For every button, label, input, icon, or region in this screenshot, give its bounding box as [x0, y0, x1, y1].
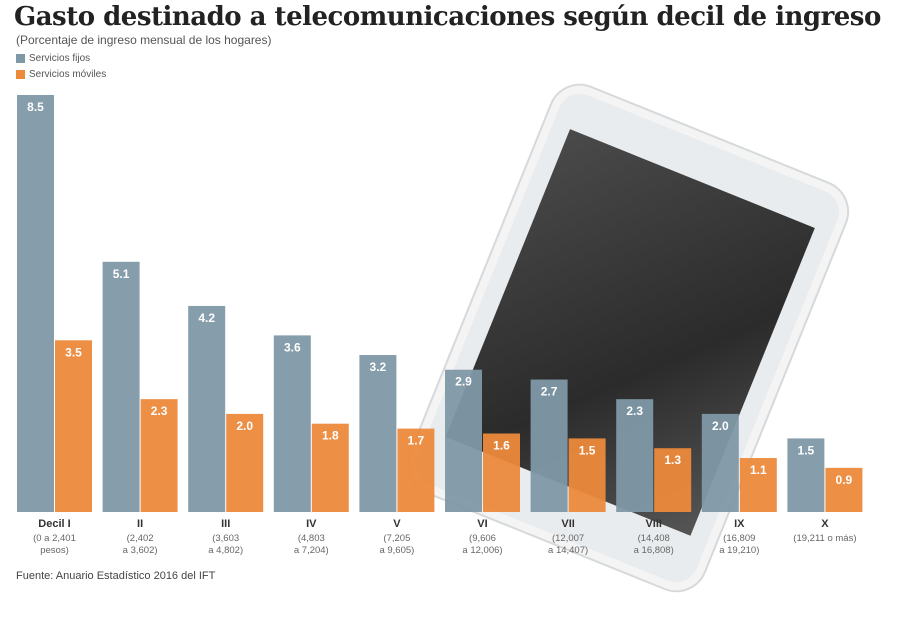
category-label: IX: [734, 518, 745, 530]
bar-fijos: [102, 261, 140, 512]
bar-fijos: [787, 438, 825, 512]
bar-moviles: [226, 413, 264, 512]
category-range-label: (19,211 o más): [793, 533, 856, 544]
data-label: 2.0: [236, 419, 253, 433]
category-range-label: a 4,802): [208, 545, 243, 556]
bar-moviles: [311, 423, 349, 512]
bar-moviles: [739, 458, 777, 512]
bar-fijos: [17, 95, 54, 512]
data-label: 1.5: [798, 443, 815, 457]
category-range-label: (2,402: [127, 533, 154, 544]
category-label: IV: [306, 518, 317, 530]
data-label: 2.0: [712, 419, 729, 433]
chart-subtitle: (Porcentaje de ingreso mensual de los ho…: [16, 33, 272, 47]
category-label: VI: [477, 518, 487, 530]
bar-fijos: [188, 305, 226, 512]
data-label: 1.3: [664, 453, 681, 467]
bar-moviles: [397, 428, 435, 512]
legend-label: Servicios móviles: [29, 69, 107, 80]
category-range-label: (9,606: [469, 533, 496, 544]
legend-swatch-moviles: [16, 70, 25, 79]
data-label: 1.1: [750, 463, 767, 477]
data-label: 1.8: [322, 429, 339, 443]
category-range-label: a 16,808): [634, 545, 674, 556]
category-label: VIII: [645, 518, 662, 530]
legend-item-moviles: Servicios móviles: [16, 69, 106, 80]
data-label: 4.2: [198, 311, 215, 325]
bar-moviles: [825, 467, 863, 512]
bar-fijos: [359, 355, 397, 512]
category-range-label: a 3,602): [123, 545, 158, 556]
data-label: 3.2: [370, 360, 387, 374]
bar-fijos: [273, 335, 311, 512]
data-label: 8.5: [27, 100, 44, 114]
category-range-label: (12,007: [552, 533, 584, 544]
category-range-label: a 7,204): [294, 545, 329, 556]
category-range-label: (16,809: [723, 533, 755, 544]
bar-moviles: [55, 340, 92, 512]
category-range-label: a 12,006): [462, 545, 502, 556]
category-label: II: [137, 518, 143, 530]
category-range-label: (3,603: [212, 533, 239, 544]
bar-fijos: [530, 379, 568, 512]
data-label: 2.3: [151, 404, 168, 418]
data-label: 0.9: [836, 473, 853, 487]
data-label: 5.1: [113, 267, 130, 281]
bar-fijos: [445, 369, 482, 512]
bar-moviles: [140, 399, 178, 512]
data-label: 1.7: [408, 434, 425, 448]
category-label: Decil I: [38, 518, 70, 530]
category-label: III: [221, 518, 230, 530]
category-range-label: (4,803: [298, 533, 325, 544]
category-label: V: [393, 518, 401, 530]
category-range-label: a 9,605): [379, 545, 414, 556]
bar-moviles: [568, 438, 606, 512]
legend-label: Servicios fijos: [29, 53, 91, 64]
source-note: Fuente: Anuario Estadístico 2016 del IFT: [16, 570, 216, 582]
data-label: 1.5: [579, 443, 596, 457]
data-label: 2.3: [626, 404, 643, 418]
legend-swatch-fijos: [16, 54, 25, 63]
legend-item-fijos: Servicios fijos: [16, 53, 90, 64]
category-range-label: a 19,210): [719, 545, 759, 556]
bar-moviles: [654, 448, 692, 512]
chart-title: Gasto destinado a telecomunicaciones seg…: [14, 2, 881, 32]
bar-moviles: [483, 433, 520, 512]
category-range-label: (0 a 2,401: [33, 533, 76, 544]
data-label: 1.6: [493, 439, 510, 453]
data-label: 2.9: [455, 375, 472, 389]
bar-fijos: [701, 413, 739, 512]
data-label: 3.6: [284, 340, 301, 354]
category-range-label: a 14,407): [548, 545, 588, 556]
data-label: 3.5: [65, 345, 82, 359]
bar-fijos: [616, 399, 654, 512]
category-range-label: (14,408: [638, 533, 670, 544]
category-range-label: (7,205: [383, 533, 410, 544]
category-range-label: pesos): [40, 545, 69, 556]
data-label: 2.7: [541, 385, 558, 399]
category-label: X: [821, 518, 829, 530]
category-label: VII: [561, 518, 574, 530]
